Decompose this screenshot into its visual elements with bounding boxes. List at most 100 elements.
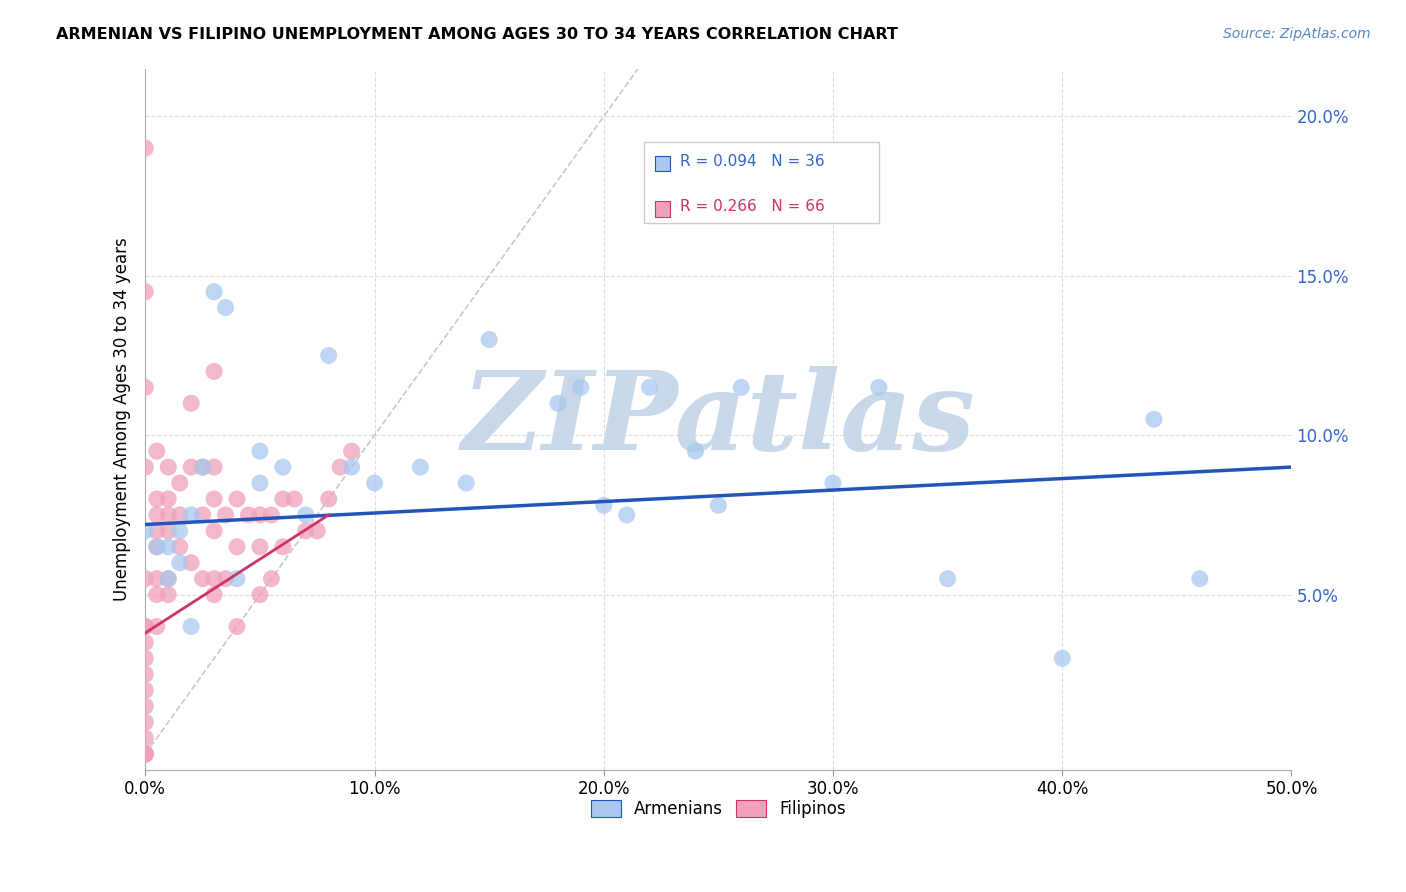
Point [157,491,180,506]
Point [307,524,329,538]
Point [340,460,363,475]
Point [249,508,271,522]
Point [547,396,569,410]
Point [134,667,156,681]
Point [294,508,316,522]
Point [169,556,191,570]
Point [226,491,249,506]
Point [146,524,169,538]
Point [157,508,180,522]
Point [283,491,305,506]
Point [134,747,156,761]
Point [180,556,202,570]
Text: R = 0.094   N = 36: R = 0.094 N = 36 [679,153,824,169]
Point [146,540,169,554]
Point [134,683,156,698]
Point [249,588,271,602]
Point [478,333,501,347]
Point [169,476,191,491]
Point [271,540,294,554]
Point [271,460,294,475]
Point [146,444,169,458]
Point [191,508,214,522]
Point [294,524,316,538]
Point [202,285,225,299]
Point [134,524,156,538]
Point [134,285,156,299]
Point [134,747,156,761]
Point [180,508,202,522]
Point [202,491,225,506]
Point [214,508,236,522]
FancyBboxPatch shape [644,142,879,223]
Point [214,301,236,315]
Text: ARMENIAN VS FILIPINO UNEMPLOYMENT AMONG AGES 30 TO 34 YEARS CORRELATION CHART: ARMENIAN VS FILIPINO UNEMPLOYMENT AMONG … [56,27,898,42]
Point [157,460,180,475]
Point [226,540,249,554]
Point [249,476,271,491]
Point [169,524,191,538]
Point [157,572,180,586]
Point [134,747,156,761]
Point [202,588,225,602]
Point [685,444,707,458]
Point [260,508,283,522]
Point [202,364,225,378]
Point [191,460,214,475]
Point [616,508,638,522]
Point [456,476,478,491]
Point [340,444,363,458]
Point [134,635,156,649]
Point [409,460,432,475]
Point [134,731,156,745]
Point [638,380,661,394]
Y-axis label: Unemployment Among Ages 30 to 34 years: Unemployment Among Ages 30 to 34 years [114,237,131,601]
FancyBboxPatch shape [655,155,671,171]
Point [936,572,959,586]
Point [134,747,156,761]
Point [146,572,169,586]
Point [329,460,352,475]
Point [202,460,225,475]
Point [146,491,169,506]
Point [1143,412,1166,426]
Point [180,396,202,410]
Point [169,508,191,522]
Point [134,651,156,665]
Point [202,572,225,586]
Point [249,444,271,458]
Point [226,572,249,586]
Point [1188,572,1211,586]
Text: R = 0.266   N = 66: R = 0.266 N = 66 [679,199,824,214]
Point [214,572,236,586]
Point [157,524,180,538]
Point [134,141,156,155]
Point [134,460,156,475]
Point [134,619,156,633]
Point [730,380,752,394]
Point [707,499,730,513]
FancyBboxPatch shape [655,201,671,217]
Point [260,572,283,586]
Point [134,380,156,394]
Point [146,508,169,522]
Point [180,619,202,633]
Point [226,619,249,633]
Point [569,380,592,394]
Point [134,572,156,586]
Point [821,476,844,491]
Legend: Armenians, Filipinos: Armenians, Filipinos [583,793,853,825]
Point [868,380,890,394]
Point [202,524,225,538]
Point [191,572,214,586]
Point [238,508,260,522]
Point [157,540,180,554]
Text: Source: ZipAtlas.com: Source: ZipAtlas.com [1223,27,1371,41]
Point [363,476,385,491]
Point [146,588,169,602]
Point [146,540,169,554]
Point [249,540,271,554]
Point [318,491,340,506]
Point [157,588,180,602]
Point [1050,651,1073,665]
